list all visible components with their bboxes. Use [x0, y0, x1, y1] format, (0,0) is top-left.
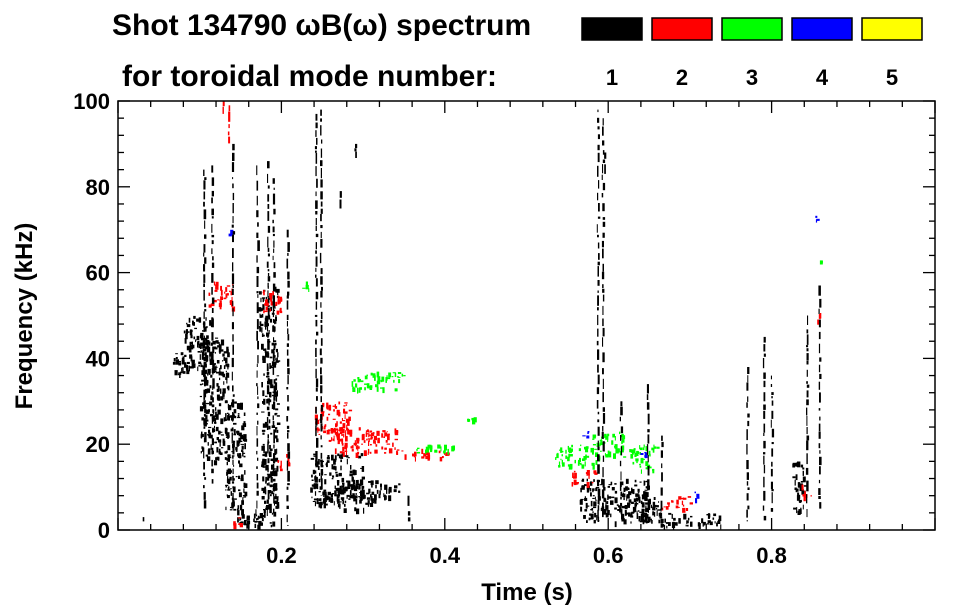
spectral-streak-mode-1 [266, 161, 271, 516]
y-tick-label: 60 [86, 261, 110, 286]
legend: 1 2 3 4 5 [581, 17, 923, 90]
plot-frame [117, 100, 936, 531]
spectral-blob-mode-1 [792, 461, 807, 515]
spectral-blob-mode-1 [224, 401, 248, 516]
spectral-blob-mode-1 [334, 479, 379, 515]
legend-label-mode-1: 1 [606, 65, 618, 90]
spectral-blob-mode-2 [262, 289, 283, 315]
spectral-streak-mode-1 [818, 285, 822, 509]
spectral-blob-mode-3 [302, 281, 310, 292]
x-axis-label: Time (s) [481, 579, 573, 606]
spectral-blob-mode-1 [199, 337, 232, 466]
spectral-blob-mode-2 [334, 427, 399, 458]
spectral-streak-mode-1 [762, 336, 767, 521]
spectral-streak-mode-1 [660, 435, 664, 510]
legend-label-mode-2: 2 [676, 65, 688, 90]
legend-swatch-mode-4 [791, 17, 853, 41]
spectral-streak-mode-1 [231, 143, 236, 509]
spectral-blob-mode-1 [172, 352, 190, 378]
legend-swatch-mode-3 [721, 17, 783, 41]
spectral-streak-mode-1 [272, 178, 276, 514]
spectral-streak-mode-2 [227, 105, 231, 144]
y-tick-label: 0 [98, 518, 110, 543]
spectral-blob-mode-3 [416, 444, 455, 455]
axes: 0 20 40 60 80 100 0.2 0.4 0.6 0.8 [73, 89, 936, 568]
legend-label-mode-3: 3 [746, 65, 758, 90]
spectral-blob-mode-4 [228, 229, 234, 237]
spectral-streak-mode-1 [596, 109, 601, 522]
x-tick-label: 0.2 [266, 543, 297, 568]
spectral-blob-mode-3 [592, 431, 627, 462]
x-tick-label: 0.4 [430, 543, 461, 568]
spectral-streak-mode-1 [619, 401, 624, 509]
spectral-blob-mode-3 [629, 444, 660, 474]
spectral-streak-mode-1 [339, 191, 342, 209]
legend-label-mode-4: 4 [816, 65, 829, 90]
spectral-blob-mode-2 [817, 313, 822, 325]
spectral-blob-mode-2 [208, 281, 236, 312]
spectral-streak-mode-1 [604, 152, 607, 174]
legend-swatch-mode-2 [651, 17, 713, 41]
spectral-blob-mode-1 [376, 483, 401, 502]
y-axis-label: Frequency (kHz) [11, 223, 38, 410]
spectral-blob-mode-4 [694, 491, 700, 504]
x-tick-label: 0.6 [593, 543, 624, 568]
plot-area [142, 101, 823, 530]
legend-label-mode-5: 5 [886, 65, 898, 90]
spectral-streak-mode-1 [407, 495, 411, 522]
spectral-streak-mode-1 [286, 229, 291, 526]
spectral-blob-mode-4 [815, 215, 820, 223]
x-tick-label: 0.8 [756, 543, 787, 568]
y-tick-label: 40 [86, 346, 110, 371]
spectral-blob-mode-2 [396, 448, 450, 462]
spectral-blob-mode-1 [658, 512, 722, 530]
y-tick-label: 20 [86, 432, 110, 457]
spectral-streak-mode-1 [770, 375, 775, 512]
y-tick-label: 100 [73, 89, 110, 114]
spectral-streak-mode-1 [805, 315, 810, 518]
spectral-streak-mode-1 [211, 165, 215, 484]
spectral-streak-mode-1 [314, 113, 319, 466]
spectral-blob-mode-4 [640, 452, 648, 459]
chart-title-line2: for toroidal mode number: [122, 60, 497, 93]
spectral-blob-mode-1 [183, 315, 215, 376]
spectral-streak-mode-1 [319, 109, 324, 496]
spectral-blob-mode-1 [579, 478, 652, 528]
spectral-blob-mode-3 [819, 260, 823, 265]
spectral-streak-mode-1 [256, 165, 260, 509]
y-tick-label: 80 [86, 175, 110, 200]
spectral-streak-mode-1 [203, 169, 207, 509]
spectral-blob-mode-3 [351, 371, 406, 394]
spectral-streak-mode-1 [601, 118, 606, 518]
spectral-blob-mode-2 [233, 517, 243, 530]
spectral-blob-mode-4 [582, 431, 590, 439]
spectral-streak-mode-1 [746, 367, 750, 522]
chart-title-line1: Shot 134790 ωB(ω) spectrum [112, 9, 531, 42]
legend-swatch-mode-5 [861, 17, 923, 41]
spectral-streak-mode-1 [354, 143, 358, 158]
spectral-blob-mode-3 [555, 444, 599, 470]
spectral-blob-mode-3 [467, 417, 477, 425]
spectral-blob-mode-2 [661, 496, 693, 513]
spectral-blob-mode-1 [261, 333, 281, 517]
spectral-streak-mode-1 [142, 517, 145, 522]
spectral-streak-mode-1 [646, 384, 650, 509]
legend-swatch-mode-1 [581, 17, 643, 41]
spectral-blob-mode-1 [633, 493, 662, 525]
spectral-streak-mode-2 [222, 101, 225, 114]
spectral-blob-mode-2 [571, 470, 598, 488]
